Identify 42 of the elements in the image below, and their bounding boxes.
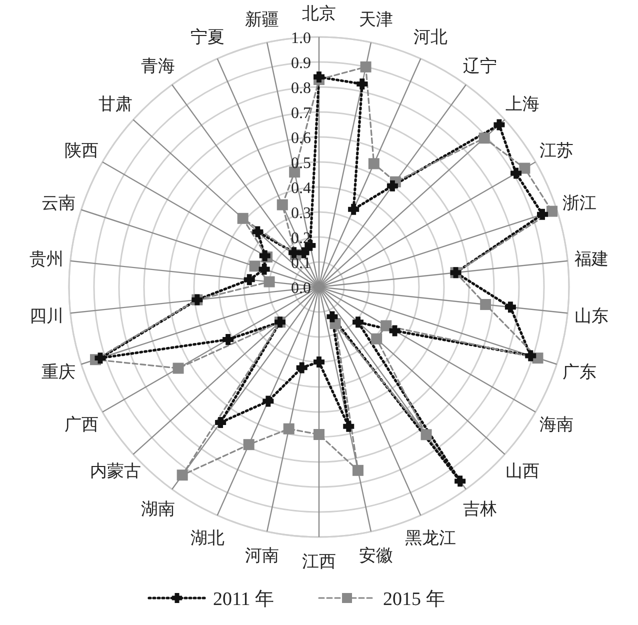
y-tick-label: 0.9 xyxy=(291,55,311,72)
legend-label: 2011 年 xyxy=(213,589,274,610)
spoke-label: 甘肃 xyxy=(98,94,132,114)
spoke-label: 云南 xyxy=(41,193,76,212)
y-tick-label: 0.1 xyxy=(291,255,311,272)
spoke-label: 辽宁 xyxy=(463,56,498,76)
spoke-label: 天津 xyxy=(358,10,393,29)
spoke-label: 青海 xyxy=(140,56,175,76)
spoke-label: 吉林 xyxy=(463,500,498,519)
spoke-label: 海南 xyxy=(539,415,574,434)
spoke-label: 湖北 xyxy=(190,528,225,548)
spoke-label: 宁夏 xyxy=(190,28,225,47)
y-tick-label: 0.6 xyxy=(291,130,311,147)
spoke-label: 安徽 xyxy=(358,546,393,566)
spoke-label: 内蒙古 xyxy=(90,461,141,480)
spoke-label: 河南 xyxy=(245,546,280,566)
spoke-label: 江苏 xyxy=(539,141,574,160)
spoke-label: 浙江 xyxy=(562,193,597,212)
spoke-label: 广西 xyxy=(64,415,99,434)
y-tick-label: 0.8 xyxy=(291,80,311,97)
spoke-label: 湖南 xyxy=(140,500,175,519)
y-tick-label: 0.7 xyxy=(291,105,311,122)
spoke-label: 上海 xyxy=(506,94,540,114)
spoke-label: 广东 xyxy=(562,362,597,382)
y-tick-label: 0.5 xyxy=(291,155,311,172)
spoke-label: 黑龙江 xyxy=(404,528,456,548)
y-tick-label: 0.4 xyxy=(291,180,311,197)
spoke-label: 新疆 xyxy=(245,10,280,29)
legend-label: 2015 年 xyxy=(383,589,445,610)
spoke-label: 陕西 xyxy=(64,141,99,160)
spoke-label: 江西 xyxy=(302,552,336,571)
spoke-label: 福建 xyxy=(574,249,608,268)
y-tick-label: 1.0 xyxy=(291,30,311,47)
spoke-label: 四川 xyxy=(30,306,64,326)
y-tick-label: 0.0 xyxy=(291,280,311,297)
spoke-label: 贵州 xyxy=(30,249,64,268)
spoke-label: 河北 xyxy=(413,28,448,47)
spoke-label: 山西 xyxy=(506,461,540,480)
spoke-label: 北京 xyxy=(302,4,336,23)
spoke-label: 山东 xyxy=(574,306,608,326)
spoke-label: 重庆 xyxy=(41,362,76,382)
y-tick-label: 0.3 xyxy=(291,205,311,222)
